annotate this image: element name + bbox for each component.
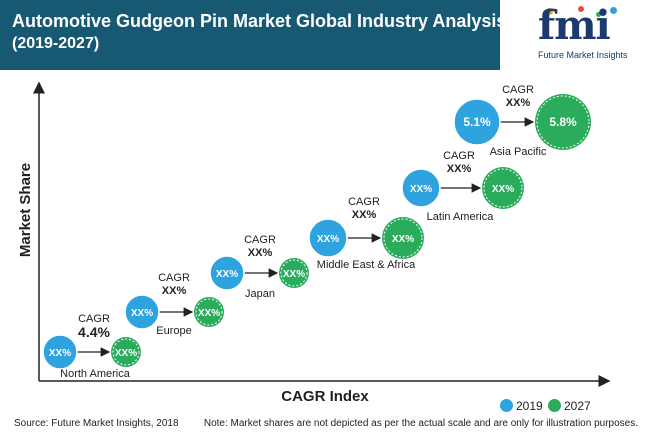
bubble-2019-north-america <box>42 334 78 370</box>
cagr-label-asia-pacific: CAGR <box>502 84 534 96</box>
bubble-2019-japan <box>209 255 245 291</box>
bubble-2027-latin-america <box>482 167 524 209</box>
chart-title: Automotive Gudgeon Pin Market Global Ind… <box>12 11 507 31</box>
fmi-logo: fmi Future Market Insights <box>538 6 642 64</box>
bubble-2027-asia-pacific <box>535 94 591 150</box>
cagr-value-middle-east-africa: XX% <box>352 209 377 221</box>
chart-subtitle: (2019-2027) <box>12 35 100 52</box>
cagr-value-europe: XX% <box>162 285 187 297</box>
value-2019-europe: XX% <box>131 308 153 319</box>
header-band <box>0 0 650 70</box>
cagr-value-north-america: 4.4% <box>78 324 110 340</box>
legend-label-2019: 2019 <box>516 399 543 413</box>
bubble-ring-middle-east-africa <box>383 218 423 258</box>
value-2027-europe: XX% <box>198 308 220 319</box>
source-note: Source: Future Market Insights, 2018 <box>14 418 179 429</box>
cagr-label-north-america: CAGR <box>78 313 110 325</box>
bubble-ring-latin-america <box>483 168 523 208</box>
region-label-latin-america: Latin America <box>427 211 495 223</box>
y-axis-title: Market Share <box>17 163 34 257</box>
value-2019-japan: XX% <box>216 269 238 280</box>
legend-label-2027: 2027 <box>564 399 591 413</box>
legend-swatch-2027 <box>548 399 561 412</box>
bubble-2019-latin-america <box>401 168 441 208</box>
region-label-north-america: North America <box>60 368 131 380</box>
bubble-2027-europe <box>194 297 224 327</box>
legend-swatch-2019 <box>500 399 513 412</box>
legend-item-2027: 2027 <box>548 398 591 414</box>
region-label-middle-east-africa: Middle East & Africa <box>317 259 416 271</box>
bubble-2019-middle-east-africa <box>308 218 348 258</box>
legend-item-2019: 2019 <box>500 398 543 414</box>
header-cutout <box>500 0 650 70</box>
bubble-2027-japan <box>279 258 309 288</box>
bubble-ring-north-america <box>112 338 140 366</box>
cagr-label-europe: CAGR <box>158 272 190 284</box>
value-2027-north-america: XX% <box>115 348 137 359</box>
value-2027-latin-america: XX% <box>492 184 514 195</box>
region-label-europe: Europe <box>156 325 191 337</box>
logo-dot <box>596 12 601 17</box>
cagr-value-asia-pacific: XX% <box>506 97 531 109</box>
cagr-value-japan: XX% <box>248 247 273 259</box>
value-2019-north-america: XX% <box>49 348 71 359</box>
value-2027-japan: XX% <box>283 269 305 280</box>
bubble-2027-north-america <box>111 337 141 367</box>
logo-text: fmi <box>538 2 611 49</box>
logo-dot <box>578 6 584 12</box>
cagr-value-latin-america: XX% <box>447 163 472 175</box>
bubble-ring-europe <box>195 298 223 326</box>
logo-dot <box>610 7 617 14</box>
logo-dot <box>546 8 553 15</box>
region-label-asia-pacific: Asia Pacific <box>490 146 547 158</box>
value-2019-asia-pacific: 5.1% <box>463 115 491 129</box>
value-2019-latin-america: XX% <box>410 184 432 195</box>
bubble-ring-asia-pacific <box>536 95 590 149</box>
x-axis-title: CAGR Index <box>281 388 369 405</box>
header-wedge <box>458 0 500 70</box>
scale-note: Note: Market shares are not depicted as … <box>203 418 638 429</box>
value-2027-middle-east-africa: XX% <box>392 234 414 245</box>
cagr-label-japan: CAGR <box>244 234 276 246</box>
logo-tagline: Future Market Insights <box>538 50 628 60</box>
region-label-japan: Japan <box>245 288 275 300</box>
value-2019-middle-east-africa: XX% <box>317 234 339 245</box>
bubble-2019-asia-pacific <box>453 98 501 146</box>
bubble-2019-europe <box>124 294 160 330</box>
cagr-label-middle-east-africa: CAGR <box>348 196 380 208</box>
bubble-2027-middle-east-africa <box>382 217 424 259</box>
cagr-label-latin-america: CAGR <box>443 150 475 162</box>
value-2027-asia-pacific: 5.8% <box>549 115 577 129</box>
bubble-ring-japan <box>280 259 308 287</box>
